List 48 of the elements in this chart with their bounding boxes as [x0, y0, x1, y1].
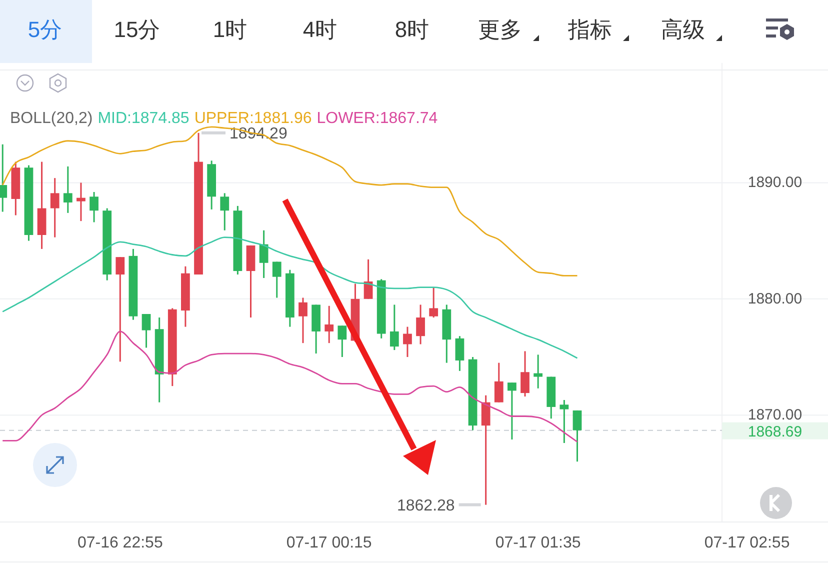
- x-tick-label: 07-16 22:55: [77, 534, 163, 552]
- candlestick: [416, 304, 425, 345]
- candlestick: [324, 305, 334, 344]
- candlestick: [259, 230, 268, 279]
- text: 4时: [302, 17, 338, 42]
- candlestick: [90, 191, 98, 223]
- text: 高级: [661, 17, 705, 42]
- candlestick: [520, 350, 530, 398]
- candlestick: [508, 382, 516, 440]
- text: LOWER:1867.74: [316, 110, 438, 127]
- candlestick: [481, 394, 490, 506]
- text: 更多: [478, 17, 522, 42]
- candlestick: [534, 354, 543, 390]
- text: 15分: [114, 17, 160, 42]
- candlestick: [494, 362, 504, 404]
- y-tick-label: 1880.00: [748, 290, 802, 308]
- line-series: [2, 126, 578, 276]
- candlestick: [50, 177, 60, 238]
- candlestick: [63, 166, 72, 214]
- candlestick: [298, 296, 308, 344]
- candlestick: [403, 326, 412, 358]
- annotation: 1862.28: [396, 497, 455, 514]
- candlestick: [390, 304, 399, 351]
- text: 5分: [28, 17, 62, 42]
- text: 1时: [212, 17, 248, 42]
- candlestick: [76, 182, 86, 222]
- y-tick-label: 1890.00: [748, 174, 802, 192]
- line-series: [2, 236, 578, 359]
- text: MID:1874.85: [98, 110, 190, 127]
- line-series: [2, 330, 578, 443]
- legend-title: BOLL(20,2): [10, 110, 93, 127]
- candlestick: [429, 286, 438, 318]
- x-tick-label: 07-17 01:35: [495, 534, 581, 552]
- candlestick: [272, 260, 282, 298]
- x-tick-label: 07-17 00:15: [286, 534, 372, 552]
- ref-line-label: 1868.69: [748, 424, 802, 441]
- candlestick: [338, 324, 347, 358]
- text: 8时: [394, 17, 430, 42]
- series-label: UPPER:1881.96: [194, 110, 312, 127]
- candlestick: [220, 192, 230, 232]
- y-tick-label: 1870.00: [748, 406, 802, 424]
- candlestick: [116, 256, 125, 362]
- candlestick: [142, 313, 151, 348]
- candlestick: [572, 410, 582, 462]
- candlestick: [455, 335, 464, 372]
- candlestick: [560, 399, 569, 444]
- text: 指标: [567, 17, 612, 42]
- x-tick-label: 07-17 02:55: [704, 534, 790, 552]
